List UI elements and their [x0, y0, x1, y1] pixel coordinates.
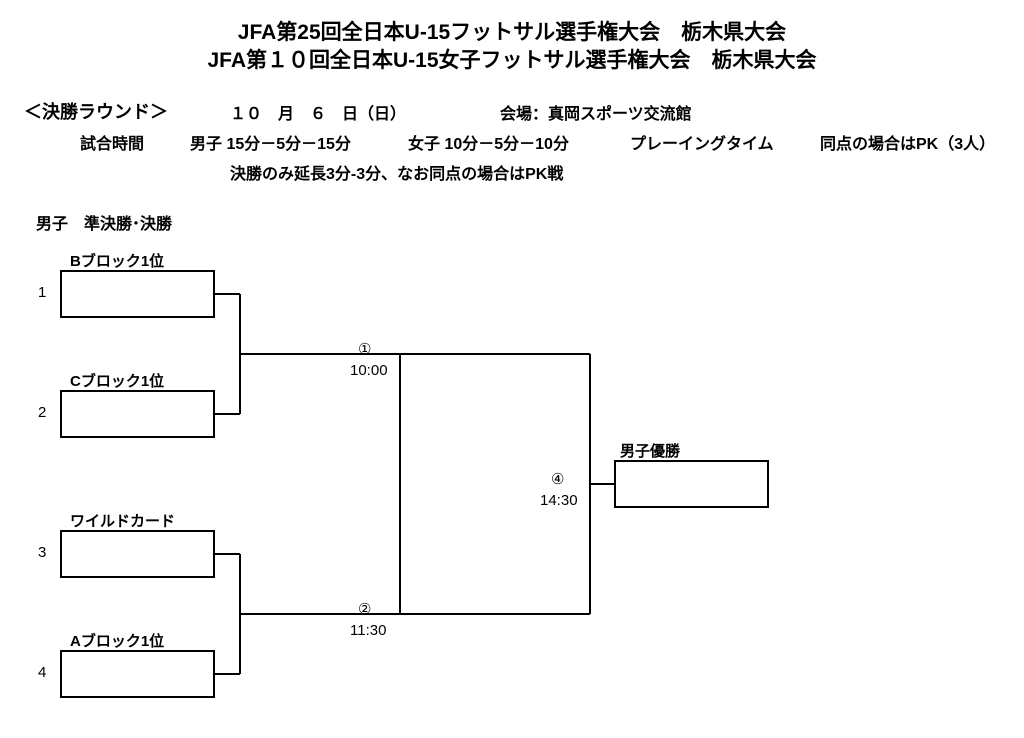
seed3-number: 3	[38, 544, 46, 561]
match2-time: 11:30	[350, 622, 386, 639]
seed1-number: 1	[38, 284, 46, 301]
section-heading: 男子 準決勝･決勝	[36, 210, 172, 234]
info-boys-format: 男子 15分－5分－15分	[190, 130, 351, 154]
seed4-label: Aブロック1位	[70, 630, 164, 651]
seed2-number: 2	[38, 404, 46, 421]
date-text: １０ 月 ６ 日（日）	[230, 100, 406, 124]
seed4-number: 4	[38, 664, 46, 681]
venue-label: 会場：真岡スポーツ交流館	[500, 100, 692, 124]
info-girls-format: 女子 10分－5分－10分	[408, 130, 569, 154]
champion-label: 男子優勝	[620, 440, 680, 461]
title-line-1: JFA第25回全日本U-15フットサル選手権大会 栃木県大会	[0, 16, 1024, 46]
page: JFA第25回全日本U-15フットサル選手権大会 栃木県大会 JFA第１０回全日…	[0, 0, 1024, 738]
seed2-label: Cブロック1位	[70, 370, 164, 391]
info-pk-rule: 同点の場合はPK（3人）	[820, 130, 995, 154]
seed3-box	[60, 530, 215, 578]
seed2-box	[60, 390, 215, 438]
champion-box	[614, 460, 769, 508]
match1-number: ①	[358, 340, 371, 358]
final-time: 14:30	[540, 492, 578, 509]
match1-time: 10:00	[350, 362, 388, 379]
seed1-label: Bブロック1位	[70, 250, 164, 271]
info-match-time-label: 試合時間	[80, 130, 144, 154]
info-playing-time: プレーイングタイム	[630, 130, 774, 154]
round-heading: ＜決勝ラウンド＞	[24, 98, 168, 124]
info-final-rule: 決勝のみ延長3分-3分、なお同点の場合はPK戦	[230, 160, 563, 184]
final-number: ④	[551, 470, 564, 488]
seed4-box	[60, 650, 215, 698]
title-line-2: JFA第１０回全日本U-15女子フットサル選手権大会 栃木県大会	[0, 44, 1024, 74]
seed1-box	[60, 270, 215, 318]
match2-number: ②	[358, 600, 371, 618]
seed3-label: ワイルドカード	[70, 510, 175, 531]
